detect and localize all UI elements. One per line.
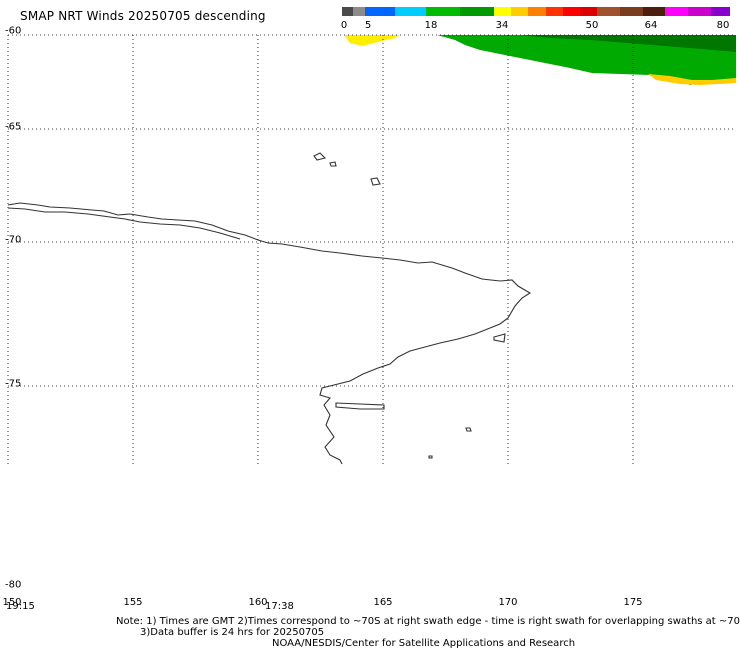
island-4 (465, 427, 472, 432)
lat-label-70: -70 (5, 234, 22, 246)
coastline (7, 152, 532, 465)
colorbar-label-0: 0 (340, 20, 348, 31)
colorbar-segment (619, 7, 643, 16)
lon-label-155: 155 (123, 597, 143, 608)
wind-swath-yellow-right (648, 74, 736, 85)
colorbar-segment (562, 7, 580, 16)
wind-speed-colorbar (342, 7, 731, 16)
island-3 (370, 177, 381, 186)
colorbar-segment (528, 7, 546, 16)
note-line-2: 3)Data buffer is 24 hrs for 20250705 (140, 627, 325, 638)
colorbar-segment (395, 7, 426, 16)
wind-swath-green-dark (520, 35, 736, 52)
colorbar-segment (364, 7, 396, 16)
map-title: SMAP NRT Winds 20250705 descending (20, 9, 266, 23)
coastline-detail (335, 402, 385, 410)
note-line-3: NOAA/NESDIS/Center for Satellite Applica… (272, 638, 576, 649)
colorbar-label-64: 64 (644, 20, 658, 31)
wind-swath-yellow-left (344, 35, 400, 46)
colorbar-segment (579, 7, 597, 16)
colorbar-segment (425, 7, 460, 16)
island-5 (428, 455, 433, 459)
coastline-inner (7, 207, 241, 240)
colorbar-label-5: 5 (364, 20, 372, 31)
note-line-1: Note: 1) Times are GMT 2)Times correspon… (116, 616, 740, 627)
lon-label-165: 165 (373, 597, 393, 608)
colorbar-label-50: 50 (585, 20, 599, 31)
colorbar-segment (665, 7, 689, 16)
wind-swath-green-main (437, 35, 736, 85)
lat-label-80: -80 (5, 579, 22, 591)
lon-label-160: 160 (248, 597, 268, 608)
colorbar-label-18: 18 (424, 20, 438, 31)
colorbar-segment (494, 7, 512, 16)
coastline-main (7, 202, 532, 465)
colorbar-segment (688, 7, 712, 16)
swath-time-label-1: 19:15 (6, 601, 35, 612)
island-1 (313, 152, 327, 161)
colorbar-segment (459, 7, 495, 16)
graticule (7, 34, 736, 465)
lon-label-175: 175 (623, 597, 643, 608)
lat-label-65: -65 (5, 121, 22, 133)
colorbar-segment (711, 7, 731, 16)
colorbar-segment (545, 7, 563, 16)
lon-label-150: 150 (2, 597, 22, 608)
colorbar-segment (511, 7, 529, 16)
lat-label-75: -75 (5, 378, 22, 390)
lon-label-170: 170 (498, 597, 518, 608)
colorbar-segment (642, 7, 666, 16)
colorbar-segment (353, 7, 365, 16)
colorbar-segment (596, 7, 620, 16)
coastline-inlet (493, 333, 506, 343)
colorbar-segment (342, 7, 354, 16)
swath-time-label-2: 17:38 (265, 601, 294, 612)
colorbar-label-34: 34 (495, 20, 509, 31)
colorbar-label-80: 80 (716, 20, 730, 31)
island-2 (329, 161, 337, 167)
lat-label-60: -60 (5, 25, 22, 37)
